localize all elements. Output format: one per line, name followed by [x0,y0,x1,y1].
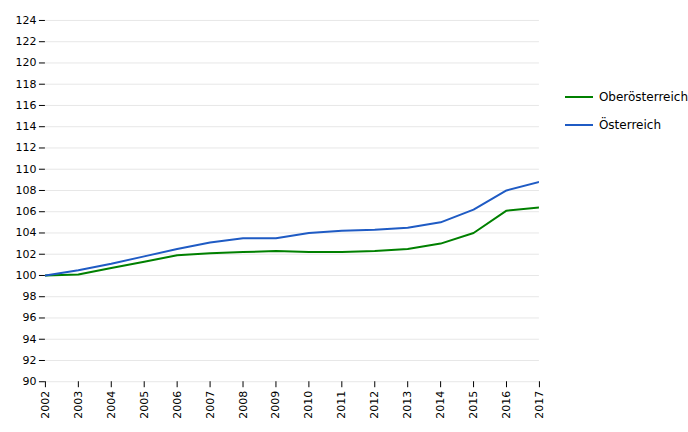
svg-text:96: 96 [22,311,36,324]
svg-text:2010: 2010 [302,391,315,419]
svg-text:98: 98 [22,290,36,303]
svg-text:2013: 2013 [401,391,414,419]
svg-text:112: 112 [15,141,36,154]
svg-text:2009: 2009 [269,391,282,419]
svg-text:124: 124 [15,14,36,27]
svg-text:108: 108 [15,184,36,197]
svg-text:92: 92 [22,354,36,367]
svg-text:104: 104 [15,226,36,239]
svg-text:114: 114 [15,120,36,133]
svg-text:2014: 2014 [434,391,447,419]
svg-text:2005: 2005 [138,391,151,419]
svg-text:2003: 2003 [72,391,85,419]
svg-text:122: 122 [15,35,36,48]
svg-text:2004: 2004 [105,391,118,419]
svg-text:94: 94 [22,333,36,346]
svg-text:90: 90 [22,375,36,388]
html-text:Oberösterreich: Oberösterreich [598,90,688,104]
svg-text:2015: 2015 [467,391,480,419]
svg-text:2012: 2012 [368,391,381,419]
svg-text:2017: 2017 [533,391,546,419]
svg-text:110: 110 [15,163,36,176]
svg-text:2008: 2008 [237,391,250,419]
svg-text:116: 116 [15,99,36,112]
svg-text:2006: 2006 [171,391,184,419]
svg-text:102: 102 [15,248,36,261]
svg-text:2011: 2011 [335,391,348,419]
svg-text:106: 106 [15,205,36,218]
html-text:Österreich: Österreich [598,118,661,132]
svg-text:2002: 2002 [39,391,52,419]
svg-text:2016: 2016 [500,391,513,419]
svg-text:100: 100 [15,269,36,282]
svg-text:118: 118 [15,78,36,91]
svg-text:120: 120 [15,56,36,69]
svg-text:2007: 2007 [204,391,217,419]
